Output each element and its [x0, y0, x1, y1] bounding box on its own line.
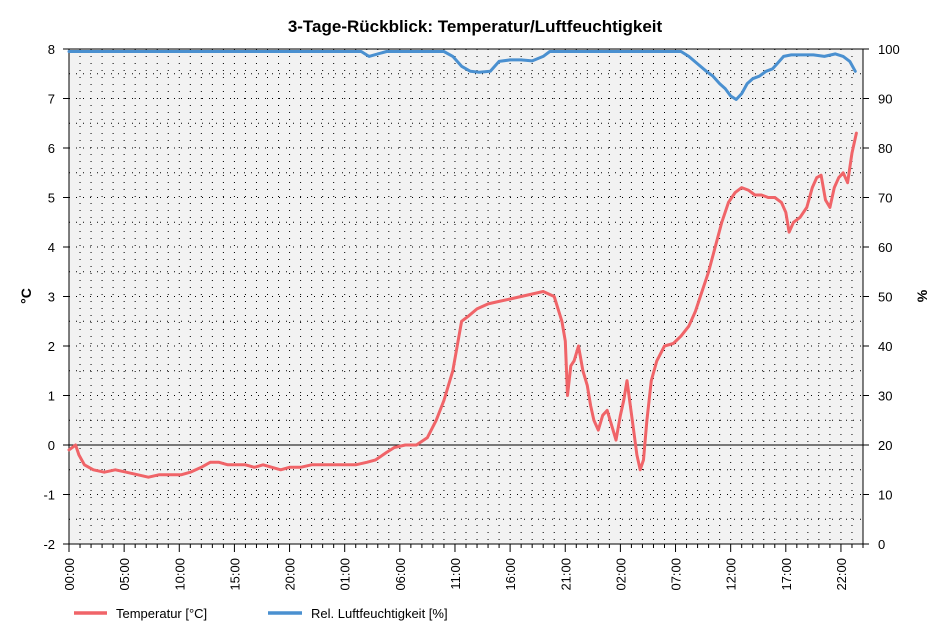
y-tick-label-left: -2: [43, 537, 55, 552]
x-tick-label: 06:00: [393, 558, 408, 591]
y-tick-label-right: 100: [878, 42, 900, 57]
y-tick-label-left: 1: [48, 389, 55, 404]
y-tick-label-left: 6: [48, 141, 55, 156]
y-tick-label-right: 40: [878, 339, 892, 354]
x-tick-label: 17:00: [779, 558, 794, 591]
series-line-humidity: [67, 50, 857, 101]
x-tick-label: 21:00: [558, 558, 573, 591]
y-axis-title-left: °C: [18, 288, 34, 304]
y-tick-label-right: 20: [878, 438, 892, 453]
y-tick-label-right: 60: [878, 240, 892, 255]
series-layer: [67, 50, 858, 479]
x-tick-label: 02:00: [613, 558, 628, 591]
y-axis-title-right: %: [914, 289, 930, 302]
x-tick-label: 10:00: [172, 558, 187, 591]
plot-area: [68, 48, 864, 545]
y-tick-label-right: 80: [878, 141, 892, 156]
y-tick-label-left: -1: [43, 488, 55, 503]
legend: Temperatur [°C] Rel. Luftfeuchtigkeit [%…: [74, 606, 448, 621]
y-tick-label-right: 30: [878, 389, 892, 404]
y-tick-label-right: 0: [878, 537, 885, 552]
series-line-temperature: [67, 131, 858, 479]
y-tick-label-right: 70: [878, 191, 892, 206]
x-tick-label: 20:00: [283, 558, 298, 591]
x-tick-label: 22:00: [834, 558, 849, 591]
y-tick-label-left: 0: [48, 438, 55, 453]
x-tick-label: 12:00: [724, 558, 739, 591]
legend-label-temperature: Temperatur [°C]: [116, 606, 207, 621]
y-tick-label-right: 90: [878, 92, 892, 107]
axis-ticks: 876543210-1-2100908070605040302010000:00…: [43, 42, 899, 591]
y-tick-label-left: 3: [48, 290, 55, 305]
y-tick-label-left: 2: [48, 339, 55, 354]
x-tick-label: 16:00: [503, 558, 518, 591]
x-tick-label: 00:00: [62, 558, 77, 591]
legend-label-humidity: Rel. Luftfeuchtigkeit [%]: [311, 606, 448, 621]
x-tick-label: 01:00: [338, 558, 353, 591]
x-tick-label: 07:00: [669, 558, 684, 591]
y-tick-label-left: 5: [48, 191, 55, 206]
y-tick-label-right: 10: [878, 488, 892, 503]
y-tick-label-left: 8: [48, 42, 55, 57]
x-tick-label: 15:00: [227, 558, 242, 591]
y-tick-label-left: 4: [48, 240, 55, 255]
x-tick-label: 05:00: [117, 558, 132, 591]
chart-title: 3-Tage-Rückblick: Temperatur/Luftfeuchti…: [288, 17, 663, 36]
y-tick-label-right: 50: [878, 290, 892, 305]
x-tick-label: 11:00: [448, 558, 463, 590]
y-tick-label-left: 7: [48, 92, 55, 107]
